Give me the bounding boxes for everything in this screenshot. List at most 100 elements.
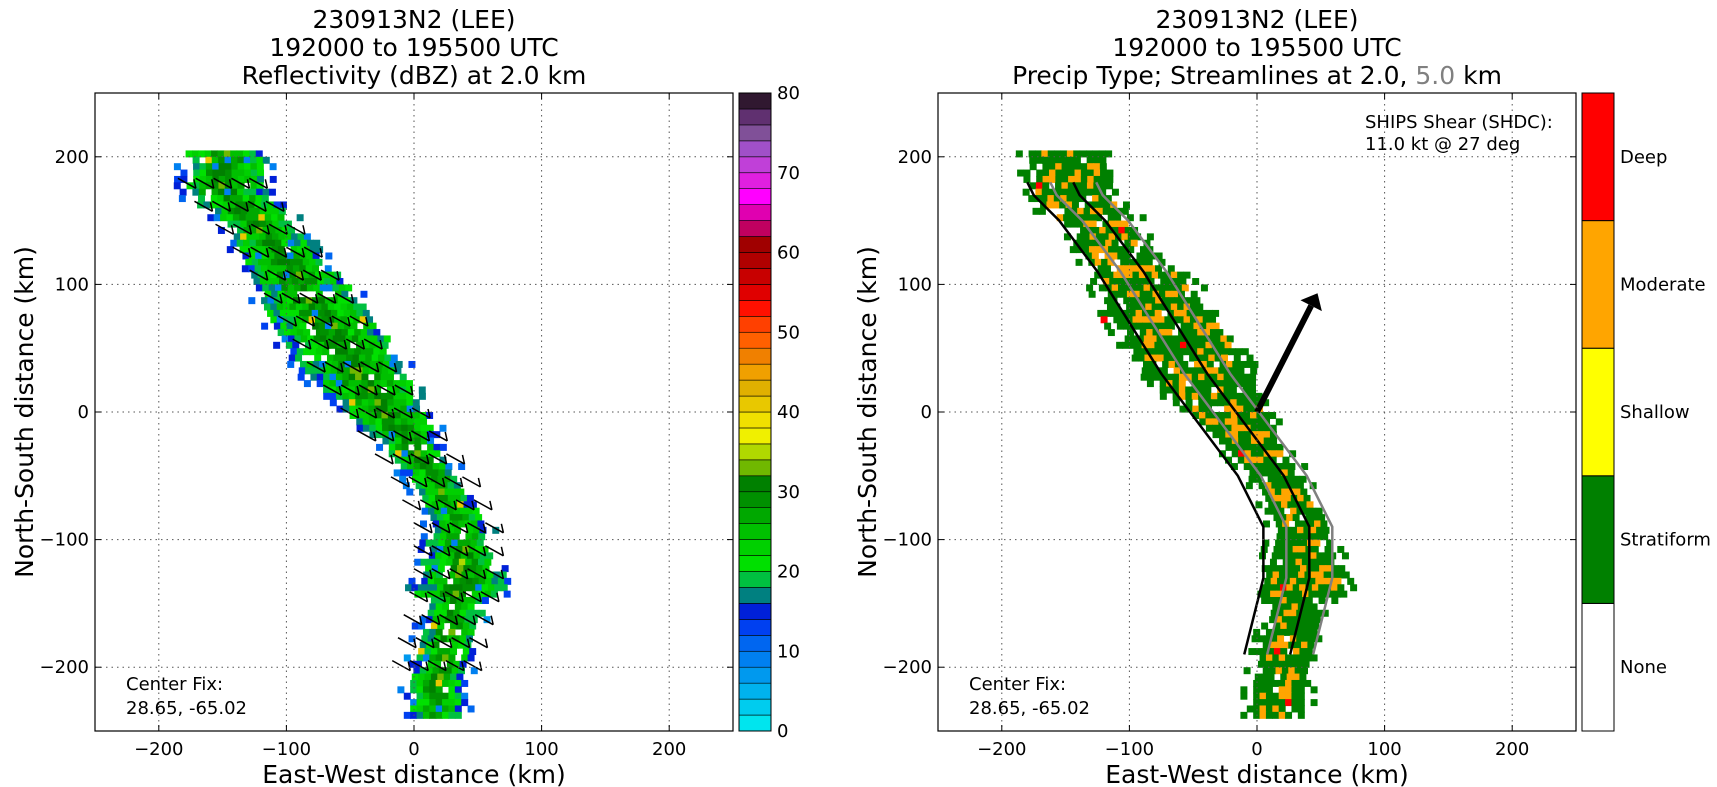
data-cell <box>1230 399 1238 407</box>
data-cell <box>410 686 418 694</box>
data-cell <box>1269 641 1277 649</box>
data-cell <box>383 335 391 343</box>
data-cell <box>1280 475 1288 483</box>
data-cell <box>1294 641 1302 649</box>
data-cell <box>395 431 403 439</box>
data-cell <box>1269 463 1277 471</box>
data-cell <box>337 297 345 305</box>
data-cell <box>1179 278 1187 285</box>
data-cell <box>1052 201 1060 209</box>
data-cell <box>443 597 451 604</box>
data-cell <box>1100 316 1108 324</box>
data-cell <box>271 233 279 241</box>
data-cell <box>376 443 384 451</box>
data-cell <box>1297 654 1305 662</box>
wind-barb-flag <box>329 316 333 327</box>
data-cell <box>461 692 469 700</box>
wind-barb-flag <box>209 202 214 212</box>
data-cell <box>1152 290 1160 298</box>
data-cell <box>448 571 456 579</box>
data-cell <box>1048 156 1056 164</box>
data-cell <box>1146 380 1154 388</box>
data-cell <box>249 239 257 247</box>
data-cell <box>1301 667 1309 675</box>
wind-barb-flag <box>246 179 251 189</box>
data-cell <box>1067 182 1075 190</box>
data-cell <box>233 220 241 228</box>
data-cell <box>1149 360 1157 368</box>
wind-barb-flag <box>435 500 440 511</box>
data-cell <box>1231 443 1239 451</box>
data-cell <box>1218 431 1226 439</box>
data-cell <box>353 303 361 311</box>
data-cell <box>332 284 340 292</box>
data-cell <box>407 456 415 464</box>
data-cell <box>1123 265 1131 273</box>
data-cell <box>399 380 407 388</box>
data-cell <box>429 654 437 662</box>
data-cell <box>1275 667 1283 675</box>
data-cell <box>1212 418 1219 426</box>
data-cell <box>1275 520 1283 528</box>
data-cell <box>1309 507 1317 515</box>
wind-barb-flag <box>478 661 483 671</box>
data-cell <box>1198 399 1206 407</box>
data-cell <box>1287 469 1295 477</box>
data-cell <box>1286 673 1294 681</box>
streamline <box>1026 181 1265 655</box>
data-cell <box>1088 214 1096 222</box>
data-cell <box>335 392 343 400</box>
data-cell <box>1178 392 1186 400</box>
data-cell <box>192 188 200 196</box>
data-cell <box>287 239 295 247</box>
data-cell <box>348 399 356 407</box>
data-cell <box>1291 692 1299 700</box>
data-cell <box>450 597 458 604</box>
data-cell <box>486 552 494 560</box>
wind-barb <box>390 476 410 488</box>
colorbar-swatch <box>738 172 772 189</box>
data-cell <box>355 392 363 400</box>
data-cell <box>173 182 181 190</box>
wind-barb-flag <box>429 569 433 579</box>
data-cell <box>452 533 460 541</box>
data-cell <box>309 348 317 356</box>
colorbar-swatch <box>738 236 772 253</box>
data-cell <box>1267 673 1275 681</box>
wind-barb-flag <box>464 546 469 556</box>
wind-barb-flag <box>466 638 471 648</box>
data-cell <box>1208 354 1216 362</box>
data-cell <box>1180 322 1188 330</box>
data-cell <box>376 360 384 368</box>
data-cell <box>1061 156 1069 164</box>
data-cell <box>1074 169 1082 177</box>
data-cell <box>1160 341 1168 349</box>
data-cell <box>300 335 308 343</box>
data-cell <box>1132 316 1140 324</box>
data-cell <box>415 482 423 490</box>
data-cell <box>1302 507 1310 515</box>
data-cell <box>234 207 242 215</box>
data-cell <box>292 309 300 317</box>
data-cell <box>1158 329 1166 337</box>
data-cell <box>1160 278 1168 285</box>
data-cell <box>411 673 419 681</box>
data-cell <box>278 233 286 241</box>
chart-title-line-1: 230913N2 (LEE) <box>312 5 515 34</box>
data-cell <box>267 297 275 305</box>
data-cell <box>363 360 371 368</box>
wind-barb-flag <box>500 523 505 534</box>
wind-barb-flag <box>459 477 464 488</box>
data-cell <box>459 507 467 515</box>
data-cell <box>222 201 230 209</box>
colorbar-swatch <box>738 507 772 524</box>
data-cell <box>426 463 434 471</box>
wind-barb-flag <box>464 523 469 534</box>
data-cell <box>237 163 245 171</box>
data-cell <box>1280 501 1288 509</box>
data-cell <box>503 590 511 598</box>
data-cell <box>463 501 471 509</box>
data-cell <box>486 571 494 579</box>
colorbar-category-label: None <box>1620 657 1667 678</box>
data-cell <box>244 169 252 177</box>
